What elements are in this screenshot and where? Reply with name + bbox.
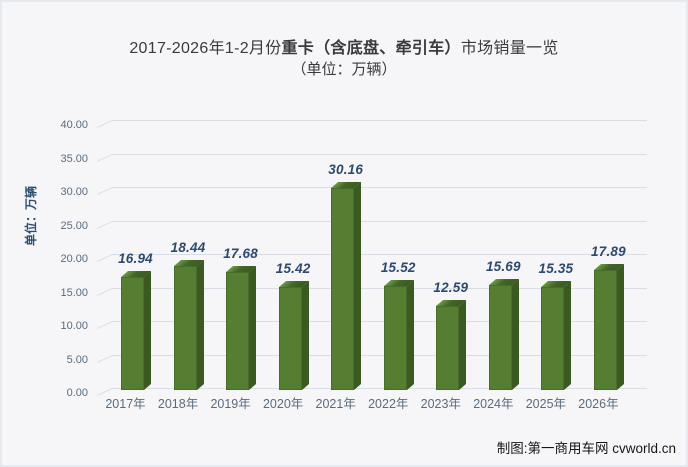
credit-text: 制图:第一商用车网 cvworld.cn [496,441,676,456]
gridline [112,153,647,155]
bar-value-label: 16.94 [118,250,153,266]
bar-side-face [511,278,519,390]
bar-value-label: 15.69 [485,258,521,274]
bar-2018年 [173,260,204,390]
gridline [112,187,647,188]
bar-2019年 [226,265,257,390]
bar-side-face [354,181,362,390]
y-tick-label: 40.00 [60,119,88,131]
x-axis-label: 2025年 [525,397,567,411]
bar-value-label: 15.42 [275,260,311,276]
bar-side-face [406,280,414,390]
title-prefix: 2017-2026年1-2月份 [129,40,282,57]
gridline-tail [97,220,113,229]
bar-side-face [144,270,151,390]
bar-side-face [249,265,257,390]
gridline [112,220,647,222]
y-tick-label: 5.00 [66,353,88,366]
chart-subtitle: （单位：万辆） [291,61,397,78]
gridline [112,120,647,121]
bar-front-face [383,286,407,390]
x-axis-label: 2022年 [368,397,409,411]
bar-front-face [593,270,617,390]
title-suffix: 市场销量一览 [460,40,559,57]
bar-value-label: 17.89 [591,244,626,260]
y-tick-label: 25.00 [60,219,88,232]
x-axis-label: 2023年 [420,397,461,411]
gridline [112,354,647,356]
gridline-tail [97,287,113,296]
bar-side-face [616,264,624,390]
bar-value-label: 12.59 [433,279,469,295]
y-tick-label: 30.00 [60,186,88,198]
x-axis-label: 2018年 [157,397,199,411]
bar-2026年 [593,264,624,390]
bar-front-face [278,286,302,390]
bar-value-label: 17.68 [223,245,258,261]
bar-2020年 [278,280,309,390]
x-axis-label: 2026年 [578,397,619,411]
bar-side-face [196,260,204,390]
y-tick-label: 10.00 [60,320,88,332]
bar-front-face [541,287,565,390]
title-emphasis: 重卡（含底盘、牵引车） [281,40,461,57]
bar-2023年 [436,299,467,390]
bar-value-label: 15.35 [538,261,574,277]
bar-side-face [564,281,572,390]
gridline [112,287,647,289]
bar-front-face [488,284,512,390]
gridline-tail [97,320,113,329]
x-axis-label: 2021年 [315,397,356,411]
y-tick-label: 0.00 [66,387,88,399]
bar-front-face [436,305,460,390]
gridline-tail [97,119,113,128]
y-tick-label: 20.00 [60,253,88,265]
bar-value-label: 15.52 [380,260,416,276]
gridline [112,388,647,389]
gridline [112,321,647,322]
bar-2017年 [121,270,152,390]
y-tick-label: 35.00 [60,152,88,165]
bar-front-face [226,271,250,390]
bar-side-face [459,299,467,390]
chart-title: 2017-2026年1-2月份重卡（含底盘、牵引车）市场销量一览 [2,34,686,58]
bar-2024年 [488,278,519,390]
bar-front-face [331,187,355,390]
y-tick-label: 15.00 [60,286,88,299]
x-axis-label: 2024年 [473,397,514,411]
bar-front-face [173,266,197,390]
x-axis-label: 2020年 [262,397,304,411]
bar-front-face [121,276,144,390]
x-axis-label: 2019年 [210,397,251,411]
bar-2025年 [541,281,572,390]
bar-value-label: 18.44 [170,240,206,256]
gridline-tail [97,186,113,195]
gridline-tail [97,354,113,363]
bar-value-label: 30.16 [328,161,364,177]
gridline-tail [97,387,113,396]
bar-2021年 [331,181,362,390]
gridline-tail [97,153,113,162]
x-axis-label: 2017年 [105,397,146,411]
bar-side-face [301,280,309,390]
gridline [112,254,647,255]
bar-2022年 [383,280,414,390]
